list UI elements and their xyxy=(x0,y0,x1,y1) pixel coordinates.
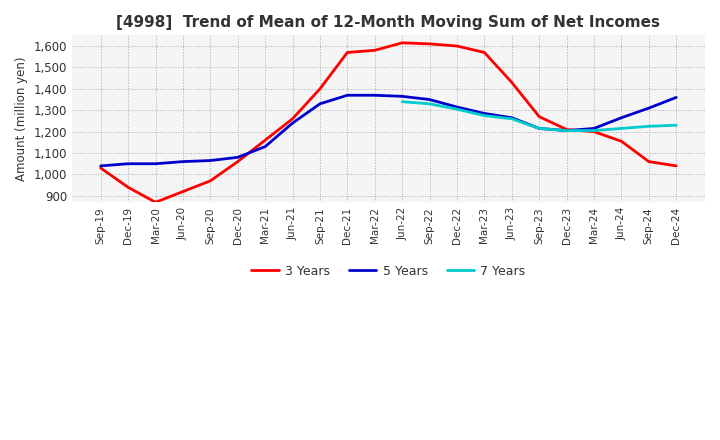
Line: 3 Years: 3 Years xyxy=(101,43,676,202)
3 Years xyxy=(151,200,160,205)
Line: 7 Years: 7 Years xyxy=(402,102,676,131)
5 Years xyxy=(644,106,653,111)
5 Years xyxy=(590,126,598,131)
5 Years xyxy=(370,93,379,98)
5 Years xyxy=(508,115,516,121)
7 Years xyxy=(672,123,680,128)
5 Years xyxy=(672,95,680,100)
3 Years xyxy=(590,129,598,134)
3 Years xyxy=(644,159,653,164)
5 Years xyxy=(233,155,242,160)
Legend: 3 Years, 5 Years, 7 Years: 3 Years, 5 Years, 7 Years xyxy=(246,260,531,283)
7 Years xyxy=(480,113,489,118)
5 Years xyxy=(398,94,407,99)
3 Years xyxy=(535,114,544,119)
3 Years xyxy=(398,40,407,45)
3 Years xyxy=(179,189,187,194)
5 Years xyxy=(288,121,297,126)
3 Years xyxy=(261,138,269,143)
3 Years xyxy=(288,116,297,121)
5 Years xyxy=(124,161,132,166)
3 Years xyxy=(617,139,626,144)
3 Years xyxy=(315,86,324,92)
5 Years xyxy=(151,161,160,166)
5 Years xyxy=(179,159,187,164)
7 Years xyxy=(562,128,571,133)
7 Years xyxy=(426,101,434,106)
5 Years xyxy=(261,144,269,149)
3 Years xyxy=(453,44,462,49)
7 Years xyxy=(508,116,516,121)
7 Years xyxy=(590,128,598,133)
3 Years xyxy=(426,41,434,47)
Title: [4998]  Trend of Mean of 12-Month Moving Sum of Net Incomes: [4998] Trend of Mean of 12-Month Moving … xyxy=(117,15,660,30)
5 Years xyxy=(535,126,544,131)
3 Years xyxy=(562,127,571,132)
3 Years xyxy=(96,165,105,171)
7 Years xyxy=(617,126,626,131)
5 Years xyxy=(315,101,324,106)
3 Years xyxy=(370,48,379,53)
3 Years xyxy=(233,159,242,164)
7 Years xyxy=(644,124,653,129)
5 Years xyxy=(206,158,215,163)
3 Years xyxy=(124,185,132,190)
3 Years xyxy=(480,50,489,55)
5 Years xyxy=(343,93,351,98)
Y-axis label: Amount (million yen): Amount (million yen) xyxy=(15,57,28,181)
3 Years xyxy=(343,50,351,55)
Line: 5 Years: 5 Years xyxy=(101,95,676,166)
5 Years xyxy=(453,104,462,110)
7 Years xyxy=(453,106,462,112)
7 Years xyxy=(398,99,407,104)
3 Years xyxy=(508,80,516,85)
5 Years xyxy=(426,97,434,102)
7 Years xyxy=(535,126,544,131)
3 Years xyxy=(672,163,680,169)
5 Years xyxy=(480,111,489,116)
5 Years xyxy=(617,115,626,121)
5 Years xyxy=(562,128,571,133)
3 Years xyxy=(206,178,215,183)
5 Years xyxy=(96,163,105,169)
